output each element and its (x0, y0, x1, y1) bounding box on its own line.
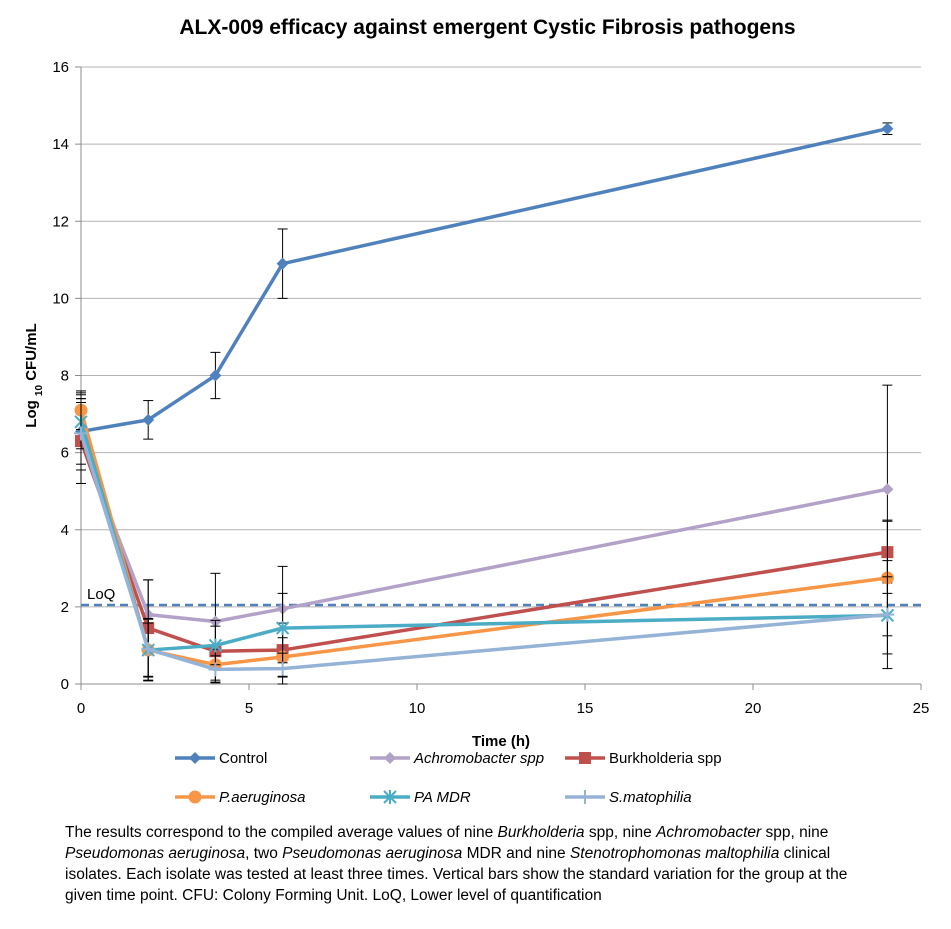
x-tick-label: 15 (577, 700, 594, 717)
marker-shape (881, 122, 894, 135)
legend-item: P.aeruginosa (175, 789, 305, 806)
caption-italic: Stenotrophomonas maltophilia (569, 845, 780, 862)
data-point (275, 661, 290, 676)
series-achromobacter-spp (75, 384, 894, 671)
data-point (209, 369, 222, 382)
reference-line-group: LoQ (81, 586, 921, 607)
series-s-matophilia (74, 401, 895, 685)
series-line (79, 432, 888, 672)
marker-shape (208, 638, 223, 653)
data-point (880, 607, 895, 622)
marker-shape (880, 607, 895, 622)
caption-text: MDR and nine (462, 845, 570, 862)
x-tick-label: 20 (745, 700, 762, 717)
legend-label: PA MDR (414, 789, 471, 806)
caption-text: The results correspond to the compiled a… (65, 824, 498, 841)
legend-marker (189, 752, 201, 764)
caption-text: spp, nine (584, 824, 657, 841)
y-tick-label: 0 (61, 676, 69, 693)
legend-label: Achromobacter spp (413, 750, 544, 767)
data-point (208, 662, 223, 677)
marker-shape (384, 752, 396, 764)
marker-shape (383, 790, 397, 804)
legend-marker (384, 752, 396, 764)
legend-item: Burkholderia spp (565, 750, 722, 767)
legend-label: S.matophilia (609, 789, 692, 806)
legend-item: S.matophilia (565, 789, 692, 806)
caption-text: spp, nine (761, 824, 829, 841)
y-tick-label: 6 (61, 445, 69, 462)
legend-marker (579, 752, 591, 764)
chart-title: ALX-009 efficacy against emergent Cystic… (179, 16, 796, 39)
marker-shape (881, 483, 894, 496)
marker-shape (276, 257, 289, 270)
marker-shape (141, 642, 156, 657)
marker-shape (208, 662, 223, 677)
data-point (208, 638, 223, 653)
legend-label: P.aeruginosa (219, 789, 305, 806)
marker-shape (578, 790, 592, 804)
marker-shape (142, 413, 155, 426)
marker-shape (579, 752, 591, 764)
caption-italic: Burkholderia (497, 824, 585, 841)
caption-text: , two (245, 845, 283, 862)
grid-lines (81, 66, 921, 608)
x-tick-label: 5 (245, 700, 253, 717)
x-tick-label: 25 (913, 700, 930, 717)
loq-label: LoQ (87, 586, 115, 603)
y-tick-label: 14 (52, 136, 69, 153)
caption-italic: Achromobacter (656, 824, 762, 841)
caption-italic: Pseudomonas aeruginosa (282, 845, 463, 862)
legend-item: Achromobacter spp (370, 750, 544, 767)
axes: 0 2 4 6 8 10 12 14 16 0 5 10 15 20 25 Time (h) Log 10 CF… (23, 59, 929, 750)
series-burkholderia-spp (75, 398, 894, 683)
data-point (275, 621, 290, 636)
series-p-aeruginosa (74, 390, 894, 682)
series-control (75, 122, 894, 471)
marker-shape (275, 661, 290, 676)
y-tick-label: 10 (52, 290, 69, 307)
legend: Control Achromobacter spp Burkholderia spp… (175, 750, 722, 806)
x-tick-label: 0 (77, 700, 85, 717)
y-tick-label: 16 (52, 59, 69, 76)
series-line (80, 126, 888, 434)
caption-italic: Pseudomonas aeruginosa (65, 845, 246, 862)
series-layer (74, 122, 895, 685)
marker-shape (275, 621, 290, 636)
y-tick-label: 12 (52, 213, 69, 230)
caption-text: clinical isolates. Each isolate was test… (65, 845, 848, 904)
chart-svg: 0 2 4 6 8 10 12 14 16 0 5 10 15 20 25 Time (h) Log 10 CF… (23, 59, 929, 806)
marker-shape (74, 426, 88, 441)
legend-marker (383, 790, 397, 804)
data-point (141, 642, 156, 657)
legend-marker (188, 790, 202, 804)
marker-shape (188, 790, 202, 804)
y-axis-title: Log 10 CFU/mL (23, 323, 45, 427)
data-point (142, 413, 155, 426)
series-pa-mdr (74, 394, 895, 678)
y-tick-label: 4 (61, 522, 69, 539)
data-point (74, 426, 88, 441)
legend-label: Control (219, 750, 267, 767)
figure-caption: The results correspond to the compiled a… (65, 822, 865, 906)
y-tick-label: 8 (61, 368, 69, 385)
legend-item: Control (175, 750, 267, 767)
legend-label: Burkholderia spp (609, 750, 722, 767)
data-point (276, 257, 289, 270)
data-point (881, 122, 894, 135)
x-axis-title: Time (h) (472, 733, 530, 750)
y-tick-label: 2 (61, 599, 69, 616)
legend-item: PA MDR (370, 789, 471, 806)
marker-shape (209, 369, 222, 382)
legend-marker (578, 790, 592, 804)
data-point (881, 483, 894, 496)
x-tick-label: 10 (409, 700, 426, 717)
marker-shape (189, 752, 201, 764)
